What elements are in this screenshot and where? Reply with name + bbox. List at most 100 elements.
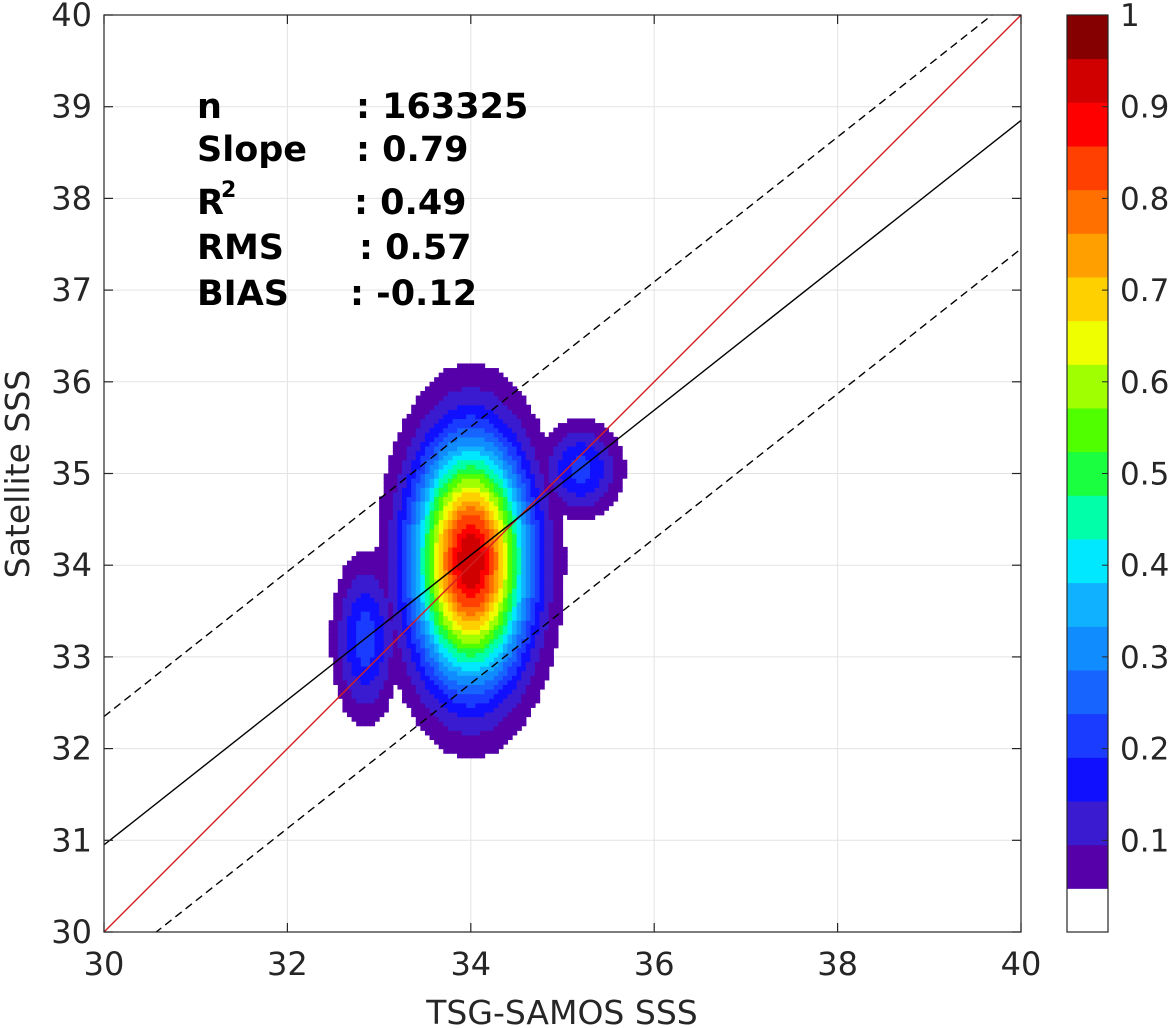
contour-cell: [411, 638, 417, 644]
contour-cell: [365, 707, 371, 713]
contour-cell: [383, 501, 389, 507]
contour-cell: [553, 615, 559, 621]
contour-cell: [402, 542, 408, 548]
contour-cell: [530, 482, 536, 488]
contour-cell: [461, 487, 467, 493]
contour-cell: [406, 565, 412, 571]
contour-cell: [534, 688, 541, 695]
contour-cell: [470, 519, 476, 525]
contour-cell: [461, 693, 467, 699]
contour-cell: [585, 464, 591, 470]
contour-cell: [429, 496, 435, 502]
contour-cell: [466, 601, 472, 608]
contour-cell: [434, 441, 440, 447]
contour-cell: [516, 597, 522, 603]
contour-cell: [374, 569, 380, 575]
contour-cell: [466, 574, 472, 580]
contour-cell: [411, 684, 417, 690]
contour-cell: [457, 413, 463, 420]
contour-cell: [475, 565, 481, 571]
contour-cell: [489, 519, 495, 525]
contour-cell: [521, 491, 527, 498]
contour-cell: [576, 441, 582, 447]
contour-cell: [512, 583, 518, 589]
contour-cell: [493, 698, 499, 704]
contour-cell: [557, 487, 564, 493]
contour-cell: [479, 688, 486, 695]
contour-cell: [516, 400, 522, 406]
contour-cell: [498, 381, 504, 387]
contour-cell: [443, 528, 449, 534]
contour-cell: [374, 666, 380, 672]
contour-cell: [484, 725, 490, 731]
contour-cell: [493, 395, 499, 401]
contour-cell: [347, 597, 353, 603]
contour-cell: [356, 565, 362, 571]
contour-cell: [457, 404, 463, 410]
contour-cell: [383, 569, 389, 575]
contour-cell: [374, 670, 380, 676]
contour-cell: [493, 711, 499, 718]
contour-cell: [438, 523, 444, 530]
contour-cell: [457, 601, 463, 608]
contour-cell: [493, 565, 499, 571]
contour-cell: [530, 514, 536, 520]
contour-cell: [498, 565, 504, 571]
contour-cell: [512, 615, 518, 621]
contour-cell: [337, 679, 344, 686]
contour-cell: [516, 693, 522, 699]
contour-cell: [447, 482, 454, 488]
contour-cell: [424, 432, 431, 438]
contour-cell: [351, 615, 357, 621]
contour-cell: [544, 542, 550, 548]
contour-cell: [424, 652, 431, 658]
contour-cell: [356, 716, 362, 722]
contour-cell: [502, 551, 509, 557]
contour-cell: [443, 381, 449, 387]
contour-cell: [443, 372, 449, 378]
contour-cell: [379, 528, 385, 534]
contour-cell: [521, 698, 527, 704]
contour-cell: [415, 546, 421, 553]
contour-cell: [447, 533, 454, 539]
contour-cell: [470, 656, 476, 663]
contour-cell: [484, 679, 490, 686]
contour-cell: [489, 711, 495, 718]
contour-cell: [429, 441, 435, 447]
contour-cell: [452, 583, 458, 589]
contour-cell: [470, 565, 476, 571]
contour-cell: [443, 542, 449, 548]
contour-cell: [466, 688, 472, 695]
contour-cell: [512, 436, 518, 443]
contour-cell: [461, 510, 467, 516]
contour-cell: [525, 478, 532, 484]
contour-cell: [562, 551, 568, 557]
contour-cell: [365, 611, 371, 617]
contour-cell: [429, 702, 435, 708]
contour-cell: [544, 546, 550, 553]
contour-cell: [420, 533, 426, 539]
contour-cell: [461, 725, 467, 731]
contour-cell: [530, 675, 536, 681]
contour-cell: [470, 523, 476, 530]
contour-cell: [356, 592, 362, 598]
contour-cell: [383, 652, 389, 658]
contour-cell: [489, 739, 495, 745]
contour-cell: [466, 620, 472, 626]
contour-cell: [328, 638, 334, 644]
contour-cell: [383, 519, 389, 525]
contour-cell: [438, 464, 444, 470]
contour-cell: [512, 698, 518, 704]
contour-cell: [452, 656, 458, 663]
contour-cell: [521, 702, 527, 708]
contour-cell: [521, 450, 527, 456]
contour-cell: [489, 679, 495, 686]
contour-cell: [521, 468, 527, 475]
contour-cell: [516, 620, 522, 626]
contour-cell: [489, 624, 495, 630]
stat-bias-value: : -0.12: [350, 274, 477, 314]
contour-cell: [342, 597, 348, 603]
contour-cell: [530, 588, 536, 594]
contour-cell: [544, 606, 550, 612]
contour-cell: [479, 409, 486, 415]
